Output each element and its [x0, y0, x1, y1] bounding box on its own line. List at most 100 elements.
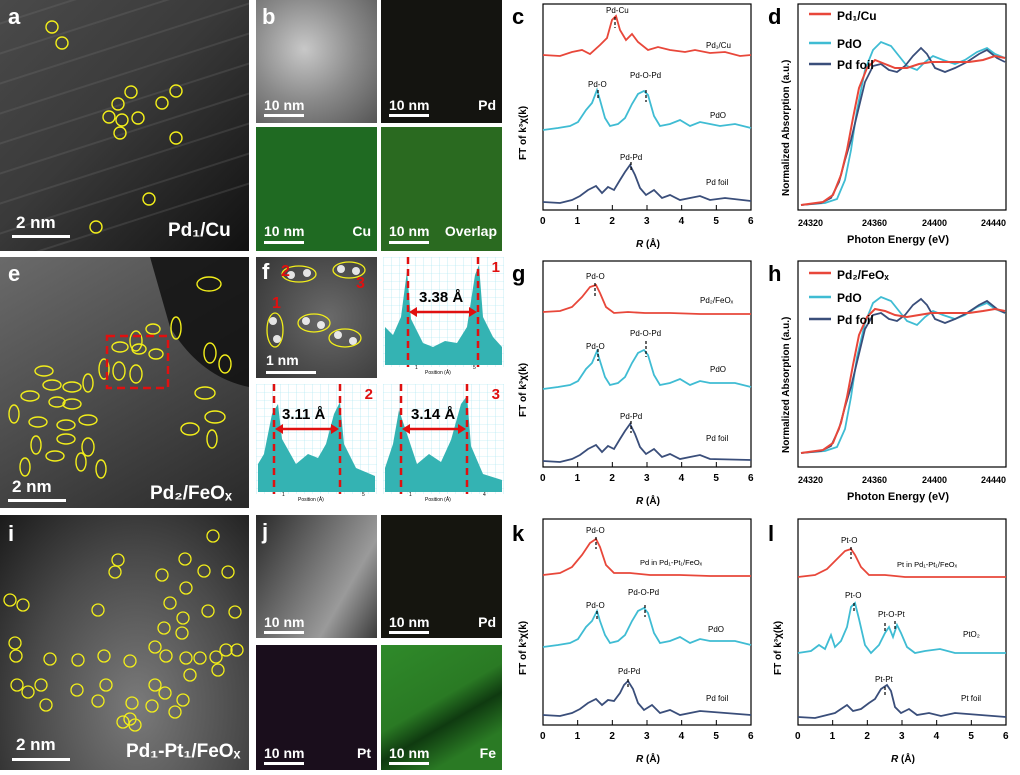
peak-label: Pt-O [845, 591, 861, 600]
scale-bar-label: 10 nm [264, 223, 305, 239]
x-tick-label: 5 [713, 731, 719, 742]
marker-label: 1 [272, 295, 281, 312]
panel-label: a [8, 4, 21, 29]
atom-circle [89, 220, 103, 234]
atom-circle [142, 192, 156, 206]
chart-k: k Pd-O Pd-O Pd-O-Pd Pd-Pd Pd in Pd₁-Pt₁/… [510, 515, 760, 770]
zoomed-haadf: f 2 3 1 1 nm [256, 257, 377, 378]
legend-item: Pd foil [837, 313, 874, 327]
scale-bar-label: 10 nm [389, 97, 430, 113]
peak-label: Pd-Cu [606, 6, 629, 15]
svg-text:24360: 24360 [862, 218, 887, 228]
legend-item: Pd foil [837, 58, 874, 72]
distance-label: 3.11 Å [282, 406, 326, 423]
element-label: Fe [479, 745, 496, 761]
series-line [800, 46, 1006, 206]
panel-b-eds-maps: b 10 nm 10 nm Pd 10 nm Cu 10 nm Overlap [256, 0, 502, 251]
series-name: Pt in Pd₁-Pt₁/FeOₓ [897, 560, 958, 569]
atom-circle [131, 111, 145, 125]
chart-d: d 24320 24360 24400 24440 Photon Energy … [765, 0, 1020, 255]
peak-label: Pd-O-Pd [630, 329, 661, 338]
marker-label: 3 [356, 275, 365, 292]
panel-label: l [768, 521, 775, 546]
x-tick-label: 2 [609, 216, 615, 227]
svg-text:1: 1 [415, 365, 418, 371]
legend-item: PdO [837, 37, 862, 51]
x-tick-label: 1 [575, 473, 581, 484]
series-name: Pd₂/FeOₓ [700, 296, 734, 305]
x-tick-label: 1 [575, 216, 581, 227]
panel-label: h [768, 261, 782, 286]
x-tick-label: 2 [864, 731, 870, 742]
series-line [542, 422, 752, 463]
series-line [797, 601, 1006, 655]
scale-bar-label: 10 nm [264, 97, 305, 113]
svg-text:24360: 24360 [862, 475, 887, 485]
x-tick-label: 6 [748, 473, 754, 484]
scale-bar [266, 371, 316, 374]
svg-text:24320: 24320 [798, 218, 823, 228]
peak-label: Pd-O [586, 272, 605, 281]
element-label: Pd [478, 97, 496, 113]
peak-label: Pt-O [841, 536, 857, 545]
x-tick-label: 0 [540, 473, 546, 484]
eds-map-haadf: b 10 nm [256, 0, 377, 123]
peak-label: Pd-O [586, 526, 605, 535]
series-line [542, 606, 752, 648]
x-tick-label: 3 [644, 473, 650, 484]
x-tick-label: 3 [644, 216, 650, 227]
series-name: Pd in Pd₁-Pt₁/FeOₓ [640, 558, 703, 567]
profile-id: 3 [491, 386, 500, 403]
sample-label: Pd₁-Pt₁/FeOₓ [126, 741, 241, 762]
svg-text:4: 4 [483, 492, 486, 498]
scale-bar [389, 241, 429, 244]
svg-text:FT of k³χ(k): FT of k³χ(k) [518, 363, 529, 417]
series-name: Pd foil [706, 694, 728, 703]
peak-label: Pd-Pd [618, 667, 640, 676]
svg-text:FT of k³χ(k): FT of k³χ(k) [518, 621, 529, 675]
scale-bar [264, 762, 304, 765]
series-line [797, 683, 1007, 719]
peak-label: Pd-O [588, 80, 607, 89]
atom-circle [102, 110, 116, 124]
peak-label: Pd-Pd [620, 412, 642, 421]
x-tick-label: 3 [644, 731, 650, 742]
scale-bar [264, 631, 304, 634]
line-profile-1: 1 5 1 3.38 Å Position (Å) [383, 257, 504, 378]
legend-item: Pd₁/Cu [837, 9, 877, 23]
scale-bar-label: 2 nm [16, 735, 56, 754]
x-tick-label: 5 [713, 216, 719, 227]
svg-text:1: 1 [282, 492, 285, 498]
svg-text:R (Å): R (Å) [891, 752, 915, 765]
scale-bar-label: 10 nm [389, 745, 430, 761]
line-profile-3: 1 4 3 3.14 Å Position (Å) [383, 384, 504, 508]
marker-label: 2 [281, 263, 290, 280]
svg-text:5: 5 [362, 492, 365, 498]
peak-label: Pt-Pt [875, 675, 894, 684]
panel-label: i [8, 521, 15, 546]
panel-label: e [8, 261, 21, 286]
series-name: Pd foil [706, 178, 728, 187]
scale-bar [389, 114, 429, 117]
profile-xlabel: Position (Å) [425, 497, 451, 503]
svg-text:Normalized Absorption (a.u.): Normalized Absorption (a.u.) [781, 317, 792, 453]
series-line [797, 547, 1006, 578]
panel-j-eds-maps: j 10 nm 10 nm Pd 10 nm Pt 10 nm Fe [256, 515, 502, 770]
series-name: PdO [708, 625, 724, 634]
series-name: Pt foil [961, 694, 981, 703]
svg-text:24400: 24400 [922, 218, 947, 228]
atom-circle [115, 113, 129, 127]
eds-map-cu: 10 nm Cu [256, 127, 377, 251]
x-tick-label: 0 [540, 216, 546, 227]
x-tick-label: 2 [609, 731, 615, 742]
svg-text:FT of k³χ(k): FT of k³χ(k) [518, 106, 529, 160]
x-tick-label: 4 [934, 731, 940, 742]
svg-text:5: 5 [473, 365, 476, 371]
peak-label: Pd-Pd [620, 153, 642, 162]
scale-bar-label: 10 nm [264, 745, 305, 761]
eds-map-fe: 10 nm Fe [381, 645, 502, 770]
series-line [542, 679, 752, 717]
scale-bar [389, 762, 429, 765]
panel-i-haadf-image: i 2 nm Pd₁-Pt₁/FeOₓ [0, 515, 249, 770]
x-tick-label: 6 [748, 216, 754, 227]
